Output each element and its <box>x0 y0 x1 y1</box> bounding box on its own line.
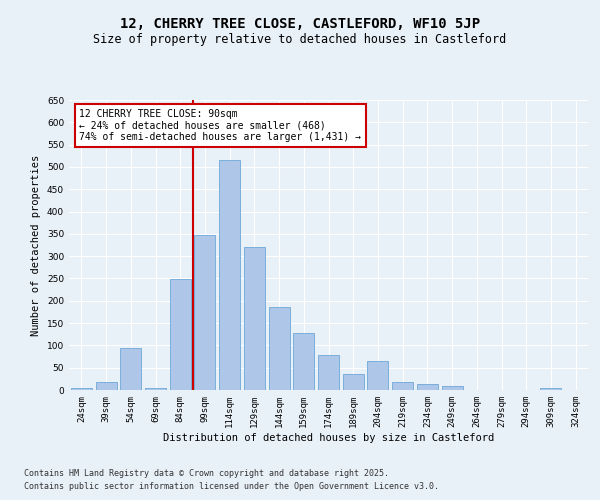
Bar <box>343 374 364 390</box>
Bar <box>120 348 141 390</box>
Bar <box>293 333 314 390</box>
Bar <box>95 382 116 390</box>
Bar <box>244 247 265 390</box>
Bar <box>194 234 215 390</box>
Bar <box>392 382 413 390</box>
Bar <box>318 355 339 390</box>
Text: 12, CHERRY TREE CLOSE, CASTLEFORD, WF10 5JP: 12, CHERRY TREE CLOSE, CASTLEFORD, WF10 … <box>120 18 480 32</box>
Text: Contains public sector information licensed under the Open Government Licence v3: Contains public sector information licen… <box>24 482 439 491</box>
Bar <box>170 280 191 390</box>
Text: 12 CHERRY TREE CLOSE: 90sqm
← 24% of detached houses are smaller (468)
74% of se: 12 CHERRY TREE CLOSE: 90sqm ← 24% of det… <box>79 108 361 142</box>
Bar <box>417 384 438 390</box>
Bar <box>145 388 166 390</box>
Text: Contains HM Land Registry data © Crown copyright and database right 2025.: Contains HM Land Registry data © Crown c… <box>24 468 389 477</box>
Bar <box>71 388 92 390</box>
Bar <box>367 361 388 390</box>
Bar <box>442 386 463 390</box>
Bar <box>219 160 240 390</box>
Text: Size of property relative to detached houses in Castleford: Size of property relative to detached ho… <box>94 32 506 46</box>
Bar <box>541 388 562 390</box>
Y-axis label: Number of detached properties: Number of detached properties <box>31 154 41 336</box>
X-axis label: Distribution of detached houses by size in Castleford: Distribution of detached houses by size … <box>163 432 494 442</box>
Bar <box>269 308 290 390</box>
